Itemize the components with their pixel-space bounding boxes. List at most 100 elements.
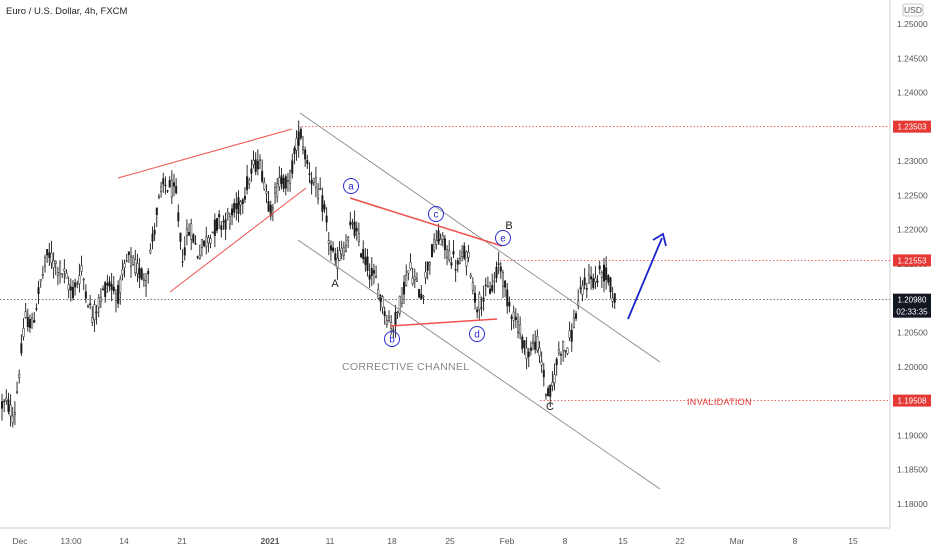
candle	[433, 233, 436, 253]
candle	[491, 273, 494, 293]
candle	[456, 257, 459, 273]
candle	[598, 260, 601, 275]
currency-badge[interactable]	[902, 3, 924, 17]
candle	[613, 293, 616, 309]
x-tick-label: 8	[793, 536, 798, 546]
y-tick-label: 1.20500	[897, 328, 928, 338]
candle	[403, 275, 406, 304]
time-axis[interactable]: Dec 13:00 14 21 2021 11 18 25 Feb 8 15 22 Mar 8 15	[12, 536, 858, 546]
candle	[329, 240, 332, 262]
channel-lower-line[interactable]	[297, 239, 661, 490]
projection-arrow-shaft[interactable]	[627, 237, 663, 320]
candle	[585, 282, 588, 299]
candle	[9, 394, 12, 427]
candle	[431, 243, 433, 258]
candle	[583, 268, 586, 290]
candle	[377, 283, 380, 299]
candle	[409, 253, 412, 271]
candle	[175, 178, 178, 195]
candle	[130, 247, 132, 279]
candle	[514, 308, 517, 328]
candle	[78, 263, 81, 293]
candle	[198, 244, 201, 260]
candle	[237, 190, 240, 223]
candle	[362, 240, 365, 264]
candle	[529, 341, 532, 356]
candle	[276, 177, 279, 203]
candle	[396, 310, 399, 319]
candle	[231, 203, 234, 226]
candle	[162, 172, 165, 193]
y-tick-label: 1.18000	[897, 499, 928, 509]
candle	[140, 267, 143, 281]
candle	[31, 312, 34, 329]
candle	[243, 186, 246, 204]
candle	[342, 241, 345, 261]
candle	[566, 347, 569, 356]
candle	[547, 385, 550, 397]
candle	[467, 244, 470, 263]
candle	[267, 190, 270, 212]
candle	[611, 286, 614, 308]
candle	[18, 369, 21, 384]
candle	[183, 236, 186, 261]
candle	[114, 288, 117, 313]
wedge-lower-trendline[interactable]	[169, 187, 307, 293]
candle	[420, 285, 423, 300]
candle	[91, 305, 94, 327]
candle	[304, 146, 307, 167]
candle	[13, 401, 16, 426]
candle	[551, 370, 554, 392]
candlestick-series	[1, 120, 616, 428]
candle	[314, 166, 317, 198]
candle	[56, 266, 59, 286]
candle	[11, 406, 14, 428]
subwave-b-marker: b	[384, 331, 400, 347]
wedge-upper-trendline[interactable]	[117, 128, 293, 179]
candle	[160, 181, 163, 198]
candle	[188, 223, 191, 237]
candle	[108, 276, 111, 292]
candle	[469, 272, 472, 279]
candle	[504, 280, 507, 298]
channel-upper-line[interactable]	[299, 112, 661, 363]
candle	[117, 280, 120, 309]
candle	[542, 362, 545, 387]
candle	[228, 212, 231, 230]
candle	[549, 384, 552, 407]
candle	[246, 164, 249, 195]
candle	[372, 263, 375, 285]
candle	[426, 261, 429, 280]
candle	[493, 272, 496, 294]
candle	[388, 310, 390, 323]
candle	[295, 130, 298, 161]
candle	[196, 255, 199, 260]
x-tick-label: 11	[326, 536, 335, 546]
subwave-e-marker: e	[495, 230, 511, 246]
candle	[147, 268, 150, 284]
wave-label-b: B	[505, 220, 512, 232]
candle	[213, 213, 216, 248]
candle	[540, 351, 543, 373]
candle	[532, 333, 535, 351]
candle	[454, 259, 457, 282]
candle	[235, 192, 238, 221]
candle	[579, 276, 582, 294]
candle	[536, 329, 539, 353]
bar-countdown-label: 02:33:35	[896, 308, 928, 317]
candle	[508, 296, 511, 313]
y-tick-label: 1.20000	[897, 362, 928, 372]
currency-badge-label: USD	[904, 5, 922, 15]
triangle-lower-trendline[interactable]	[389, 318, 498, 327]
candle	[136, 253, 139, 283]
candle	[383, 306, 386, 325]
candle	[181, 249, 184, 268]
candle	[463, 242, 466, 261]
candle	[510, 314, 513, 331]
x-tick-label: 21	[177, 536, 187, 546]
candle	[590, 266, 593, 290]
candle	[33, 312, 36, 323]
triangle-upper-trendline[interactable]	[349, 197, 503, 247]
candle	[484, 277, 487, 297]
